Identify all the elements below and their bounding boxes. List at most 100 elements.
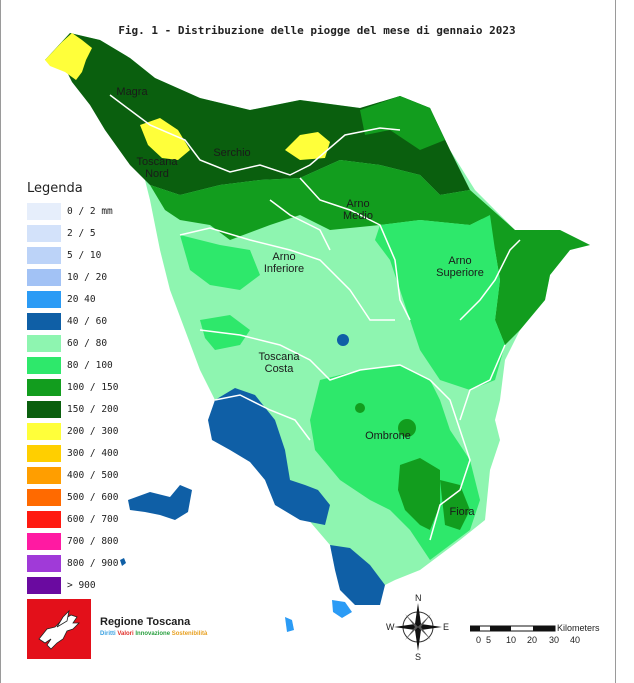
legend-swatch xyxy=(27,489,61,506)
region-label-arno-medio-text: Arno Medio xyxy=(343,198,373,222)
legend-swatch xyxy=(27,357,61,374)
compass-rose-icon xyxy=(394,603,442,651)
map-zone-40-60-spot xyxy=(337,334,349,346)
legend-item: > 900 xyxy=(27,575,157,597)
legend-label: 40 / 60 xyxy=(67,316,108,327)
map-zone-100-150-casentino xyxy=(360,96,445,150)
map-zone-100-150-amiata xyxy=(440,480,470,530)
regione-toscana-logo xyxy=(27,599,91,659)
legend-swatch xyxy=(27,423,61,440)
legend-label: 400 / 500 xyxy=(67,470,119,481)
legend-label: 10 / 20 xyxy=(67,272,108,283)
legend-item: 150 / 200 xyxy=(27,399,157,421)
map-zone-40-60-argentario xyxy=(330,545,385,605)
basin-boundaries xyxy=(109,94,521,541)
legend-swatch xyxy=(27,533,61,550)
legend-item: 800 / 900 xyxy=(27,553,157,575)
legend: 0 / 2 mm 2 / 5 5 / 10 10 / 20 20 40 40 / 60 60… xyxy=(27,201,157,597)
region-label-toscana-costa-text: Toscana Costa xyxy=(258,351,300,375)
legend-label: 80 / 100 xyxy=(67,360,113,371)
pegasus-icon xyxy=(38,609,80,650)
logo-name: Regione Toscana xyxy=(100,616,191,628)
map-island-giglio xyxy=(120,558,126,566)
legend-label: 300 / 400 xyxy=(67,448,119,459)
legend-label: 600 / 700 xyxy=(67,514,119,525)
map-zone-200-300-lunigiana xyxy=(45,33,92,80)
logo-tagline-word: Sostenibilità xyxy=(171,631,208,637)
region-label-arno-inferiore-text: Arno Inferiore xyxy=(263,251,305,275)
legend-swatch xyxy=(27,203,61,220)
legend-swatch xyxy=(27,445,61,462)
map-zone-200-300-apuane xyxy=(140,118,190,160)
legend-item: 600 / 700 xyxy=(27,509,157,531)
legend-swatch xyxy=(27,335,61,352)
region-label-toscana-nord-text: Toscana Nord xyxy=(136,156,178,180)
scale-tick-label: 30 xyxy=(549,635,560,645)
legend-swatch xyxy=(27,511,61,528)
logo-tagline: Diritti Valori Innovazione Sostenibilità xyxy=(100,631,207,637)
legend-label: 700 / 800 xyxy=(67,536,119,547)
legend-item: 300 / 400 xyxy=(27,443,157,465)
legend-swatch xyxy=(27,577,61,594)
compass-e: E xyxy=(443,622,450,632)
map-island-elba xyxy=(128,485,192,520)
region-label-arno-medio: Arno Medio xyxy=(334,198,382,222)
legend-swatch xyxy=(27,247,61,264)
legend-swatch xyxy=(27,555,61,572)
legend-item: 200 / 300 xyxy=(27,421,157,443)
legend-label: 200 / 300 xyxy=(67,426,119,437)
region-label-arno-inferiore: Arno Inferiore xyxy=(254,251,314,275)
legend-item: 80 / 100 xyxy=(27,355,157,377)
scale-unit: Kilometers xyxy=(557,623,600,633)
legend-item: 400 / 500 xyxy=(27,465,157,487)
region-label-magra: Magra xyxy=(116,86,148,98)
legend-item: 700 / 800 xyxy=(27,531,157,553)
legend-label: 150 / 200 xyxy=(67,404,119,415)
legend-item: 2 / 5 xyxy=(27,223,157,245)
frame-right-border xyxy=(615,0,616,683)
scale-bar xyxy=(470,625,556,632)
legend-swatch xyxy=(27,313,61,330)
map-zone-200-300-garfagnana xyxy=(285,132,330,160)
map-zone-80-100-arno xyxy=(375,215,505,390)
legend-item: 60 / 80 xyxy=(27,333,157,355)
region-label-serchio: Serchio xyxy=(213,147,251,159)
compass-w: W xyxy=(386,622,395,632)
legend-swatch xyxy=(27,291,61,308)
scale-tick-label: 40 xyxy=(570,635,581,645)
legend-item: 20 40 xyxy=(27,289,157,311)
scale-tick-label: 20 xyxy=(527,635,538,645)
page-title: Fig. 1 - Distribuzione delle piogge del … xyxy=(118,24,516,37)
region-label-fiora: Fiora xyxy=(449,506,475,518)
legend-label: 800 / 900 xyxy=(67,558,119,569)
frame-left-border xyxy=(0,0,1,683)
region-label-toscana-nord: Toscana Nord xyxy=(129,156,185,180)
map-zone-20-40-giglio xyxy=(332,600,352,618)
legend-item: 100 / 150 xyxy=(27,377,157,399)
map-zone-100-150-spot xyxy=(398,419,416,437)
legend-swatch xyxy=(27,379,61,396)
legend-label: 500 / 600 xyxy=(67,492,119,503)
map-zone-150-200-north xyxy=(45,33,470,195)
map-zone-80-100-west xyxy=(180,235,260,290)
legend-swatch xyxy=(27,269,61,286)
legend-label: > 900 xyxy=(67,580,96,591)
legend-item: 10 / 20 xyxy=(27,267,157,289)
legend-label: 0 / 2 mm xyxy=(67,206,113,217)
map-zone-100-150-east xyxy=(470,190,590,345)
scale-tick-label: 10 xyxy=(506,635,517,645)
scale-tick-label: 0 xyxy=(476,635,482,645)
legend-item: 5 / 10 xyxy=(27,245,157,267)
legend-item: 0 / 2 mm xyxy=(27,201,157,223)
logo-tagline-word: Innovazione xyxy=(135,631,172,637)
legend-item: 500 / 600 xyxy=(27,487,157,509)
legend-label: 20 40 xyxy=(67,294,96,305)
region-label-toscana-costa: Toscana Costa xyxy=(250,351,308,375)
legend-swatch xyxy=(27,467,61,484)
scale-tick-label: 5 xyxy=(486,635,492,645)
map-zone-40-60-maremma xyxy=(208,388,330,525)
region-label-ombrone: Ombrone xyxy=(365,430,411,442)
compass-n: N xyxy=(415,593,422,603)
legend-swatch xyxy=(27,401,61,418)
